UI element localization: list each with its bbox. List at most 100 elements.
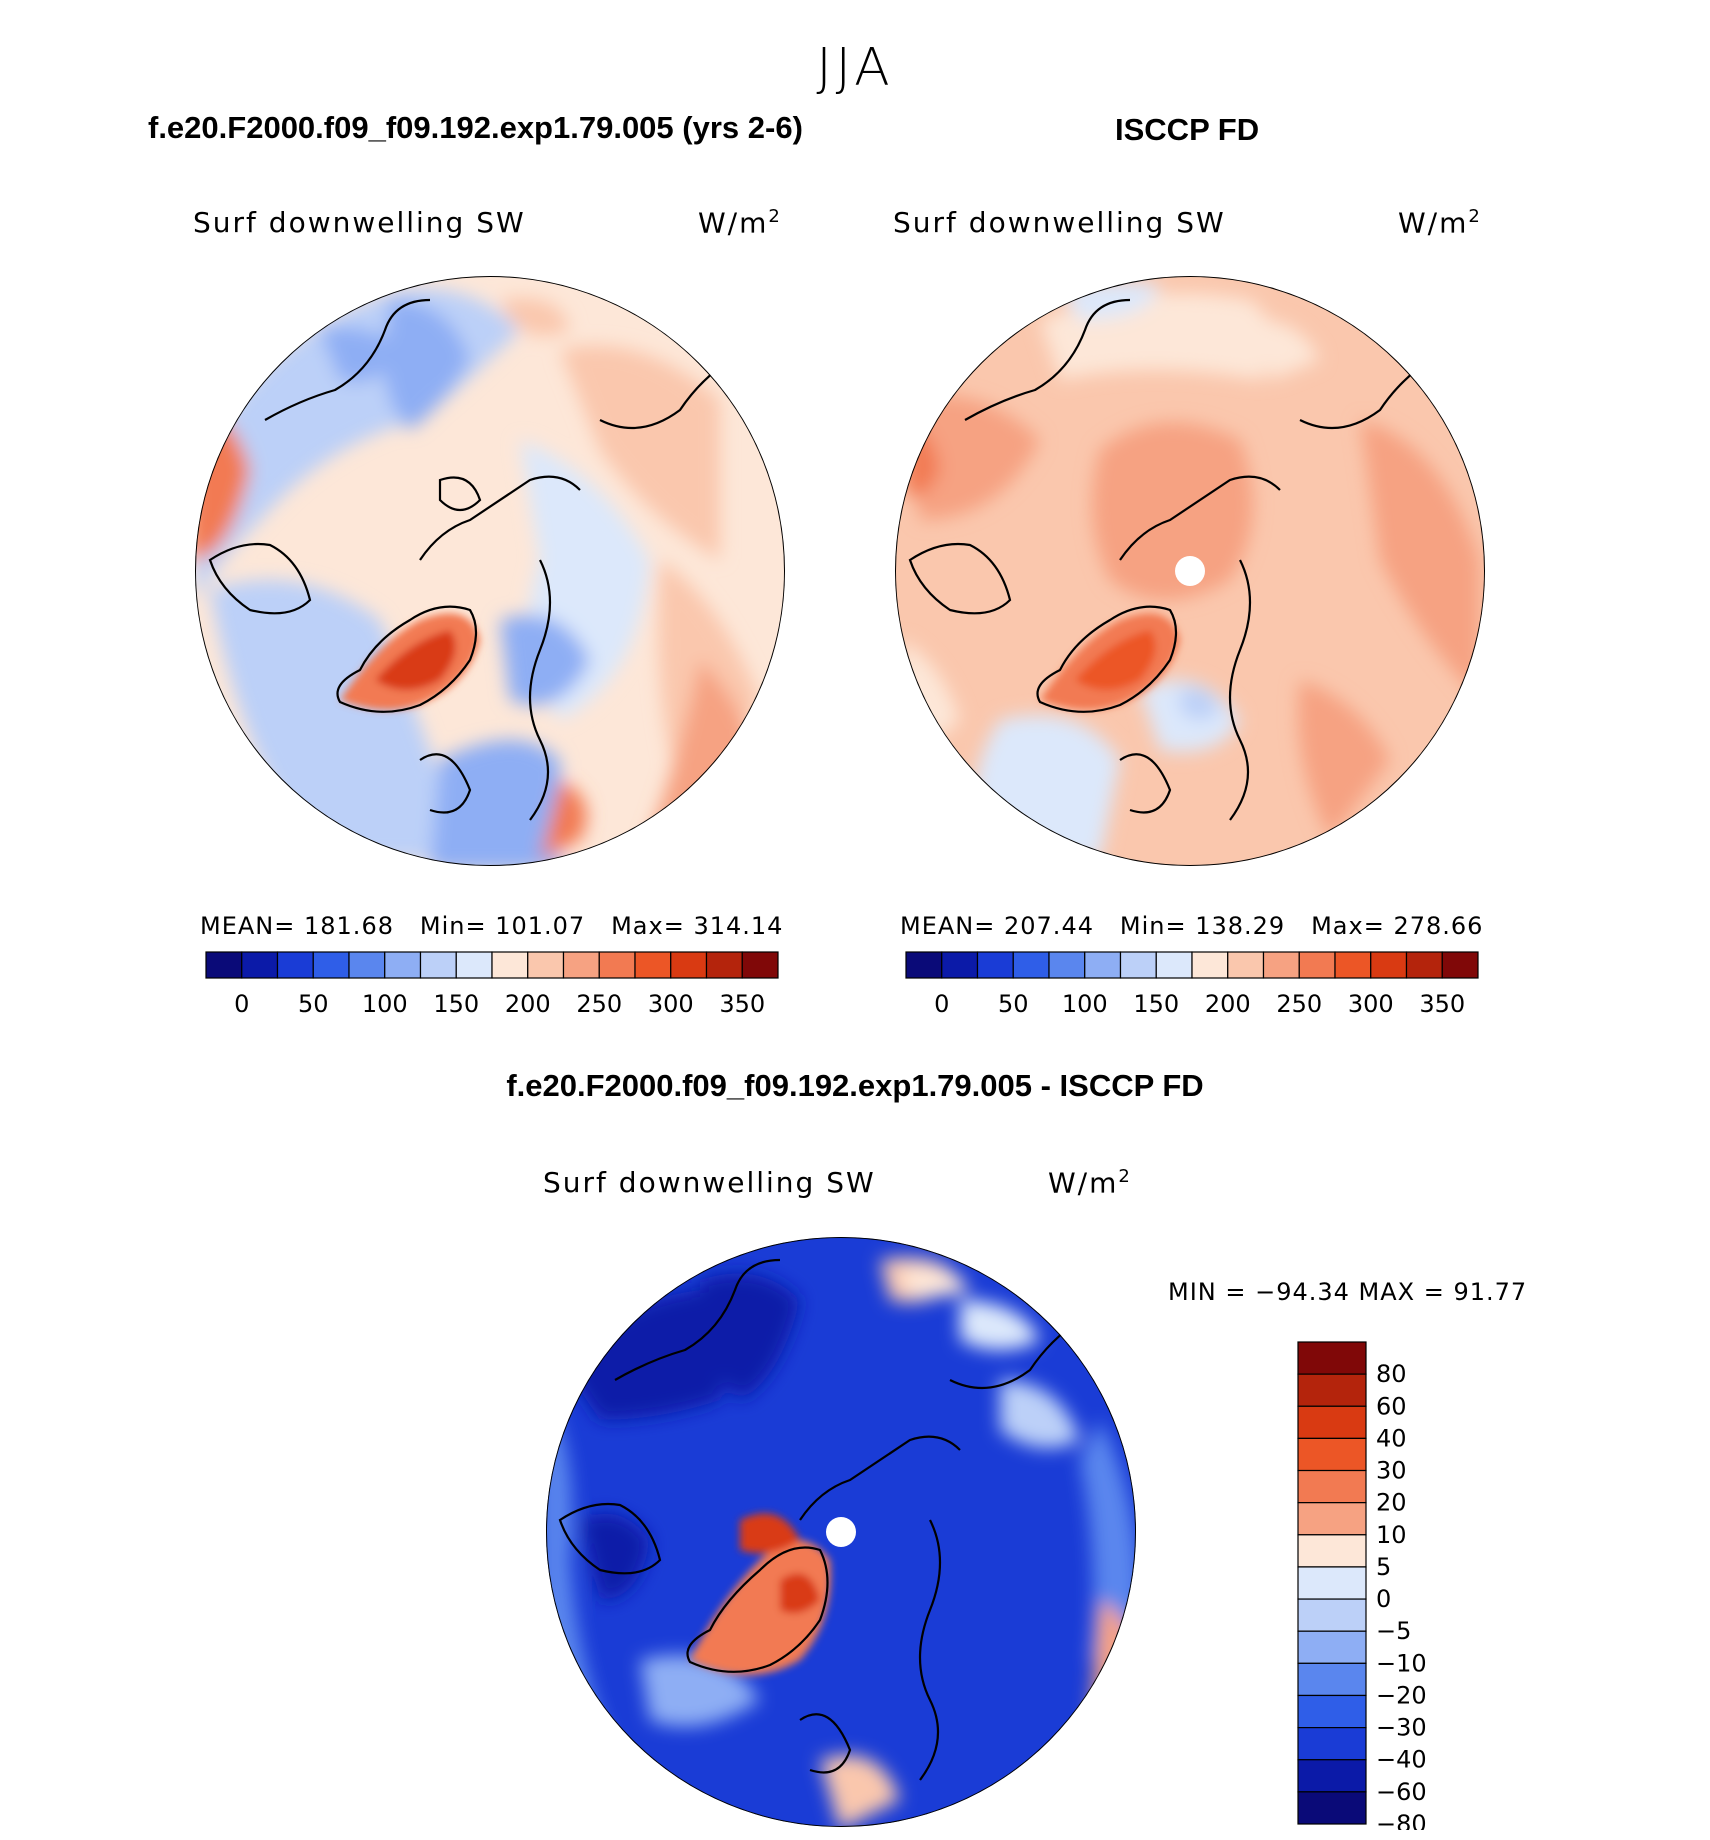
left-colorbar-tick-label: 50 bbox=[298, 990, 329, 1018]
diff-colorbar-tick-label: −30 bbox=[1376, 1714, 1427, 1742]
right-colorbar-tick-label: 200 bbox=[1205, 990, 1251, 1018]
left-colorbar-cell bbox=[241, 951, 279, 979]
right-colorbar-cell bbox=[1084, 951, 1122, 979]
right-colorbar-cell bbox=[1370, 951, 1408, 979]
diff-colorbar-cell bbox=[1297, 1630, 1367, 1664]
right-units-label: W/m2 bbox=[1398, 206, 1482, 240]
left-colorbar-cell bbox=[598, 951, 636, 979]
diff-polar-map bbox=[546, 1237, 1136, 1827]
left-colorbar-cell bbox=[741, 951, 779, 979]
left-polar-map bbox=[195, 276, 785, 866]
right-colorbar-tick-label: 250 bbox=[1276, 990, 1322, 1018]
right-colorbar-cell bbox=[1441, 951, 1479, 979]
diff-colorbar-cell bbox=[1297, 1727, 1367, 1761]
pole-mask-icon bbox=[826, 1517, 856, 1547]
diff-colorbar-cell bbox=[1297, 1694, 1367, 1729]
left-colorbar-tick-label: 100 bbox=[362, 990, 408, 1018]
right-colorbar-tick-label: 150 bbox=[1133, 990, 1179, 1018]
diff-minmax: MIN = −94.34 MAX = 91.77 bbox=[1168, 1278, 1528, 1306]
diff-colorbar-cell bbox=[1297, 1502, 1367, 1536]
right-colorbar-tick-label: 0 bbox=[934, 990, 949, 1018]
right-colorbar-tick-label: 300 bbox=[1348, 990, 1394, 1018]
diff-colorbar-tick-label: −80 bbox=[1376, 1810, 1427, 1830]
left-colorbar-cell bbox=[419, 951, 457, 979]
left-colorbar-cell bbox=[705, 951, 743, 979]
right-colorbar-tick-label: 350 bbox=[1419, 990, 1465, 1018]
left-colorbar-tick-label: 250 bbox=[576, 990, 622, 1018]
diff-colorbar-tick-label: −20 bbox=[1376, 1681, 1427, 1709]
left-var-label: Surf downwelling SW bbox=[193, 206, 526, 239]
right-colorbar-cell bbox=[1262, 951, 1300, 979]
diff-colorbar-cell bbox=[1297, 1791, 1367, 1825]
left-colorbar-cell bbox=[634, 951, 672, 979]
diff-units-label: W/m2 bbox=[1048, 1166, 1132, 1200]
left-colorbar-cell bbox=[276, 951, 314, 979]
pole-mask-icon bbox=[1175, 556, 1205, 586]
diff-colorbar-tick-label: −5 bbox=[1376, 1617, 1411, 1645]
diff-colorbar-tick-label: 30 bbox=[1376, 1457, 1407, 1485]
right-colorbar-cell bbox=[1334, 951, 1372, 979]
right-colorbar-cell bbox=[1012, 951, 1050, 979]
diff-colorbar: 80 60 40 30 20 10 5 0 −5 −10 −20 −30 −40 −60 −80 bbox=[1297, 1341, 1427, 1830]
left-units-label: W/m2 bbox=[698, 206, 782, 240]
diff-title: f.e20.F2000.f09_f09.192.exp1.79.005 - IS… bbox=[506, 1068, 1204, 1103]
diff-colorbar-tick-label: 10 bbox=[1376, 1521, 1407, 1549]
right-polar-map bbox=[895, 276, 1485, 866]
right-colorbar-tick-label: 100 bbox=[1062, 990, 1108, 1018]
right-var-label: Surf downwelling SW bbox=[893, 206, 1226, 239]
right-colorbar-cell bbox=[1191, 951, 1229, 979]
diff-colorbar-cell bbox=[1297, 1373, 1367, 1407]
left-colorbar-tick-label: 300 bbox=[648, 990, 694, 1018]
left-colorbar-tick-label: 0 bbox=[234, 990, 249, 1018]
right-colorbar-cell bbox=[941, 951, 979, 979]
left-colorbar-cell bbox=[205, 951, 243, 979]
right-colorbar-tick-label: 50 bbox=[998, 990, 1029, 1018]
diff-colorbar-cell bbox=[1297, 1341, 1367, 1375]
diff-colorbar-tick-label: 0 bbox=[1376, 1585, 1391, 1613]
left-colorbar-cell bbox=[455, 951, 493, 979]
diff-colorbar-cell bbox=[1297, 1469, 1367, 1504]
left-colorbar-cell bbox=[527, 951, 565, 979]
left-colorbar-cell bbox=[491, 951, 529, 979]
left-colorbar-tick-label: 350 bbox=[719, 990, 765, 1018]
right-colorbar-cell bbox=[1405, 951, 1443, 979]
diff-colorbar-tick-label: −40 bbox=[1376, 1746, 1427, 1774]
season-title: JJA bbox=[816, 38, 894, 98]
right-colorbar-cell bbox=[1119, 951, 1157, 979]
left-colorbar-cell bbox=[562, 951, 600, 979]
diff-colorbar-tick-label: 5 bbox=[1376, 1553, 1391, 1581]
right-colorbar-cell bbox=[1227, 951, 1265, 979]
diff-colorbar-cell bbox=[1297, 1437, 1367, 1472]
left-case-title: f.e20.F2000.f09_f09.192.exp1.79.005 (yrs… bbox=[148, 110, 803, 145]
left-colorbar-tick-label: 150 bbox=[433, 990, 479, 1018]
diff-colorbar-cell bbox=[1297, 1662, 1367, 1697]
left-colorbar-cell bbox=[312, 951, 350, 979]
right-case-title: ISCCP FD bbox=[1115, 112, 1260, 147]
diff-colorbar-tick-label: −60 bbox=[1376, 1778, 1427, 1806]
diff-colorbar-tick-label: 60 bbox=[1376, 1392, 1407, 1420]
diff-colorbar-cell bbox=[1297, 1759, 1367, 1793]
right-colorbar: 0 50 100 150 200 250 300 350 bbox=[905, 951, 1479, 1018]
diff-colorbar-cell bbox=[1297, 1598, 1367, 1632]
left-colorbar-cell bbox=[670, 951, 708, 979]
diff-colorbar-tick-label: 40 bbox=[1376, 1424, 1407, 1452]
diff-var-label: Surf downwelling SW bbox=[543, 1166, 876, 1199]
diff-colorbar-tick-label: −10 bbox=[1376, 1649, 1427, 1677]
diff-colorbar-cell bbox=[1297, 1405, 1367, 1440]
left-colorbar-cell bbox=[348, 951, 386, 979]
right-colorbar-cell bbox=[1298, 951, 1336, 979]
right-colorbar-cell bbox=[1048, 951, 1086, 979]
diff-colorbar-cell bbox=[1297, 1534, 1367, 1568]
right-stats: MEAN= 207.44 Min= 138.29 Max= 278.66 bbox=[900, 912, 1484, 940]
left-stats: MEAN= 181.68 Min= 101.07 Max= 314.14 bbox=[200, 912, 784, 940]
diff-colorbar-tick-label: 20 bbox=[1376, 1489, 1407, 1517]
diff-colorbar-tick-label: 80 bbox=[1376, 1360, 1407, 1388]
right-colorbar-cell bbox=[905, 951, 943, 979]
left-colorbar: 0 50 100 150 200 250 300 350 bbox=[205, 951, 779, 1018]
left-colorbar-cell bbox=[384, 951, 422, 979]
diff-colorbar-cell bbox=[1297, 1566, 1367, 1600]
left-colorbar-tick-label: 200 bbox=[505, 990, 551, 1018]
right-colorbar-cell bbox=[1155, 951, 1193, 979]
right-colorbar-cell bbox=[976, 951, 1014, 979]
